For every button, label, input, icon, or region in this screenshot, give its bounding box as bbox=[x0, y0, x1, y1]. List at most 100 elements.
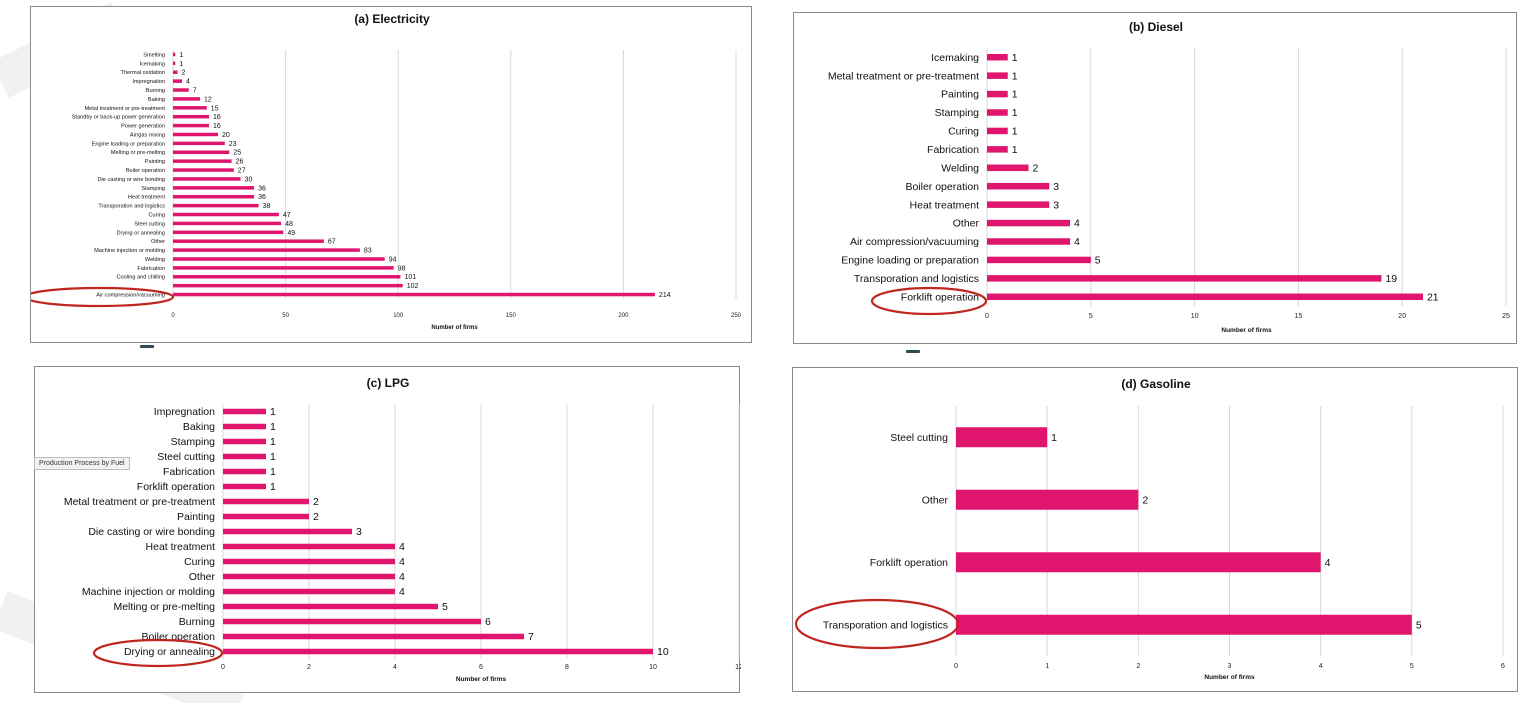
value-label: 1 bbox=[179, 61, 183, 68]
chart-title: (c) LPG bbox=[367, 376, 410, 390]
chart-tooltip: Production Process by Fuel bbox=[34, 457, 130, 470]
category-label: Curing bbox=[149, 212, 165, 218]
value-label: 102 bbox=[407, 283, 419, 290]
bar bbox=[173, 239, 324, 243]
category-label: Cooling and chilling bbox=[116, 275, 165, 281]
x-tick-label: 4 bbox=[1319, 663, 1323, 670]
category-label: Drying or annealing bbox=[124, 646, 215, 658]
value-label: 5 bbox=[1416, 619, 1422, 631]
highlight-ellipse bbox=[870, 286, 988, 316]
bar bbox=[173, 292, 655, 297]
x-axis-label: Number of firms bbox=[456, 676, 507, 683]
highlight-ellipse bbox=[92, 638, 224, 668]
x-tick-label: 12 bbox=[735, 664, 741, 671]
x-tick-label: 8 bbox=[565, 664, 569, 671]
value-label: 4 bbox=[399, 541, 405, 553]
value-label: 4 bbox=[399, 556, 405, 568]
bar bbox=[223, 528, 352, 535]
category-label: Power generation bbox=[121, 124, 165, 130]
value-label: 7 bbox=[528, 631, 534, 643]
category-label: Other bbox=[953, 218, 980, 230]
value-label: 4 bbox=[1074, 236, 1080, 248]
gasoline-chart-panel: (d) Gasoline 0 1 2 3 4 5 6 Number of firms Steel … bbox=[792, 367, 1518, 692]
category-label: Air/gas mixing bbox=[130, 132, 165, 138]
x-axis-label: Number of firms bbox=[431, 325, 478, 331]
value-label: 2 bbox=[313, 496, 319, 508]
x-tick-label: 0 bbox=[221, 664, 225, 671]
bar bbox=[223, 573, 395, 580]
bar bbox=[223, 438, 266, 445]
category-label: Metal treatment or pre-treatment bbox=[64, 496, 215, 508]
value-label: 3 bbox=[356, 526, 362, 538]
bar bbox=[987, 109, 1008, 116]
bar bbox=[173, 88, 189, 92]
bar bbox=[173, 257, 385, 261]
value-label: 19 bbox=[1385, 273, 1397, 285]
value-label: 48 bbox=[285, 221, 293, 228]
category-label: Painting bbox=[145, 159, 165, 165]
category-label: Burning bbox=[179, 616, 215, 628]
bar bbox=[987, 275, 1382, 282]
x-tick-label: 6 bbox=[1501, 663, 1505, 670]
value-label: 36 bbox=[258, 185, 266, 192]
bar bbox=[987, 182, 1050, 190]
bar bbox=[956, 614, 1412, 635]
category-label: Transporation and logistics bbox=[98, 204, 165, 210]
category-label: Die casting or wire bonding bbox=[88, 526, 215, 538]
x-axis-label: Number of firms bbox=[1221, 327, 1272, 334]
value-label: 4 bbox=[186, 79, 190, 86]
bar bbox=[987, 127, 1008, 135]
bar bbox=[223, 498, 309, 505]
category-label: Welding bbox=[941, 162, 979, 174]
category-label: Thermal oxidation bbox=[121, 70, 165, 76]
category-label: Painting bbox=[941, 89, 979, 101]
value-label: 6 bbox=[485, 616, 491, 628]
value-label: 7 bbox=[193, 87, 197, 94]
value-label: 38 bbox=[263, 203, 271, 210]
value-label: 94 bbox=[389, 256, 397, 263]
category-label: Metal treatment or pre-treatment bbox=[828, 70, 979, 82]
bar bbox=[223, 603, 438, 610]
x-tick-label: 25 bbox=[1502, 313, 1510, 320]
value-label: 1 bbox=[270, 421, 276, 433]
category-label: Fabrication bbox=[927, 144, 979, 156]
category-label: Drying or annealing bbox=[116, 230, 165, 236]
category-label: Standby or back-up power generation bbox=[72, 115, 165, 121]
x-tick-label: 15 bbox=[1295, 313, 1303, 320]
category-label: Forklift operation bbox=[870, 557, 948, 569]
value-label: 1 bbox=[1012, 107, 1018, 119]
bar bbox=[987, 164, 1029, 172]
category-label: Heat treatment bbox=[128, 195, 165, 201]
category-label: Machine injection or molding bbox=[82, 586, 215, 598]
bar bbox=[173, 230, 284, 235]
category-label: Impregnation bbox=[154, 406, 215, 418]
bar bbox=[173, 141, 225, 146]
highlight-ellipse bbox=[31, 286, 175, 308]
bar bbox=[987, 201, 1050, 208]
category-label: Steel cutting bbox=[134, 221, 165, 227]
x-tick-label: 10 bbox=[1191, 313, 1199, 320]
x-tick-label: 5 bbox=[1089, 313, 1093, 320]
value-label: 10 bbox=[657, 646, 669, 658]
x-tick-label: 2 bbox=[1136, 663, 1140, 670]
value-label: 67 bbox=[328, 239, 336, 246]
bar bbox=[987, 219, 1071, 227]
category-label: Icemaking bbox=[140, 61, 166, 67]
category-label: Stamping bbox=[141, 186, 165, 192]
diesel-chart-panel: (b) Diesel 0 5 10 15 20 25 Number of firms Icema… bbox=[793, 12, 1517, 344]
value-label: 12 bbox=[204, 96, 212, 103]
value-label: 4 bbox=[1074, 218, 1080, 230]
x-tick-label: 250 bbox=[731, 313, 742, 319]
value-label: 15 bbox=[211, 105, 219, 112]
category-label: Other bbox=[189, 571, 216, 583]
value-label: 20 bbox=[222, 132, 230, 139]
category-label: Steel cutting bbox=[890, 432, 948, 444]
value-label: 3 bbox=[1053, 199, 1059, 211]
category-label: Boiler operation bbox=[126, 168, 165, 174]
bar bbox=[223, 423, 266, 430]
value-label: 2 bbox=[1033, 162, 1039, 174]
category-label: Curing bbox=[184, 556, 215, 568]
value-label: 98 bbox=[398, 265, 406, 272]
x-tick-label: 20 bbox=[1398, 313, 1406, 320]
value-label: 16 bbox=[213, 114, 221, 121]
